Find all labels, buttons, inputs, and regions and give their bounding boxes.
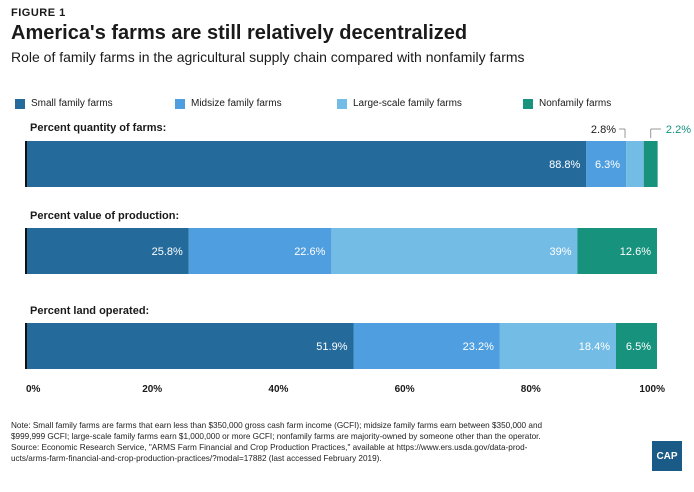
legend-item-large: Large-scale family farms (337, 98, 462, 109)
category-label: Percent quantity of farms: (30, 122, 166, 134)
chart-title: America's farms are still relatively dec… (11, 22, 468, 44)
legend-item-nonfamily: Nonfamily farms (523, 98, 611, 109)
bar-segment-large (626, 141, 644, 187)
x-tick-label: 0% (26, 384, 41, 395)
bar-segment-small (26, 141, 587, 187)
legend-label-midsize: Midsize family farms (191, 98, 282, 109)
bar-segment-large (499, 323, 616, 369)
data-label-small: 88.8% (549, 159, 580, 171)
legend: Small family farms Midsize family farms … (15, 98, 685, 114)
data-label-small: 51.9% (316, 341, 347, 353)
x-tick-label: 60% (395, 384, 415, 395)
bar-segment-small (26, 228, 189, 274)
bar-segment-nonfamily (615, 323, 657, 369)
bar-segment-nonfamily (577, 228, 657, 274)
legend-swatch-large (337, 98, 347, 109)
legend-item-midsize: Midsize family farms (175, 98, 282, 109)
data-label-large: 2.8% (591, 124, 616, 136)
data-label-nonfamily: 2.2% (666, 124, 691, 136)
category-label: Percent land operated: (30, 305, 149, 317)
cap-logo: CAP (652, 441, 682, 471)
data-label-large: 39% (549, 246, 571, 258)
bar-segment-nonfamily (643, 141, 658, 187)
data-label-midsize: 22.6% (294, 246, 325, 258)
note-line: Note: Small family farms are farms that … (11, 421, 543, 430)
x-tick-label: 40% (268, 384, 288, 395)
legend-swatch-nonfamily (523, 98, 533, 109)
bar-segment-small (26, 323, 354, 369)
note-line: Source: Economic Research Service, "ARMS… (11, 443, 528, 452)
chart-subtitle: Role of family farms in the agricultural… (11, 49, 525, 65)
category-label: Percent value of production: (30, 210, 179, 222)
data-label-large: 18.4% (579, 341, 610, 353)
stacked-bar-chart: Percent quantity of farms: 88.8% 6.3% 2.8% 2… (25, 122, 691, 395)
figure-label: FIGURE 1 (11, 7, 66, 19)
data-label-nonfamily: 12.6% (620, 246, 651, 258)
data-label-small: 25.8% (152, 246, 183, 258)
bar-segment-midsize (353, 323, 500, 369)
x-tick-label: 20% (142, 384, 162, 395)
bar-segment-large (331, 228, 578, 274)
bar-segment-midsize (188, 228, 332, 274)
legend-item-small: Small family farms (15, 98, 113, 109)
data-label-midsize: 6.3% (595, 159, 620, 171)
data-label-midsize: 23.2% (463, 341, 494, 353)
x-tick-label: 80% (521, 384, 541, 395)
legend-label-small: Small family farms (31, 98, 113, 109)
x-tick-label: 100% (639, 384, 665, 395)
data-label-nonfamily: 6.5% (626, 341, 651, 353)
legend-label-large: Large-scale family farms (353, 98, 462, 109)
legend-swatch-small (15, 98, 25, 109)
bar-segment-midsize (586, 141, 627, 187)
note-line: ucts/arms-farm-financial-and-crop-produc… (11, 454, 382, 463)
legend-swatch-midsize (175, 98, 185, 109)
legend-label-nonfamily: Nonfamily farms (539, 98, 612, 109)
chart-note: Note: Small family farms are farms that … (11, 420, 631, 464)
note-line: $999,999 GCFI; large-scale family farms … (11, 432, 541, 441)
